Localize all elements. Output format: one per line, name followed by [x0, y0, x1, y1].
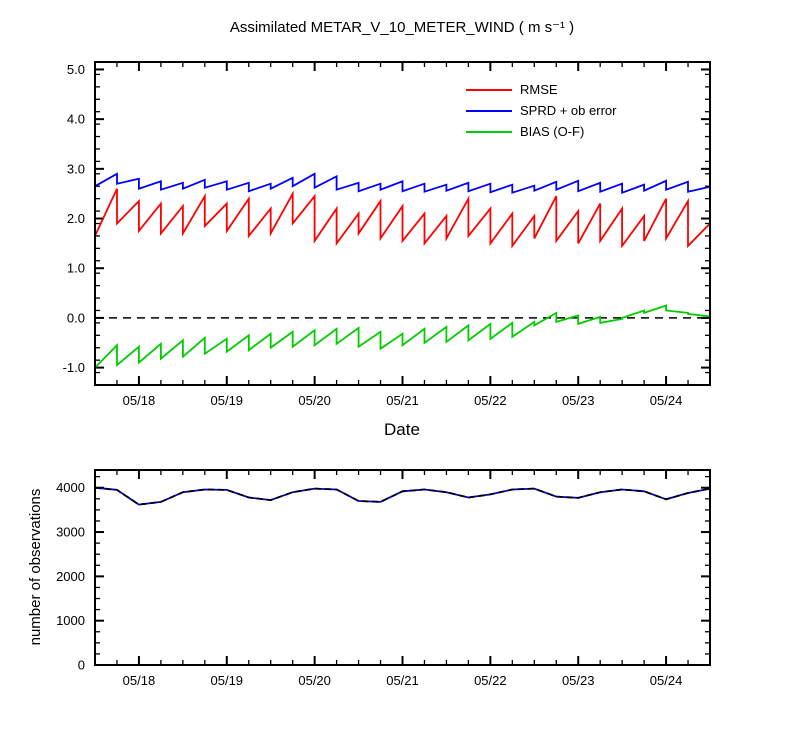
- series-observations-dashed-black: [94, 486, 711, 506]
- series-bias-o-f: [94, 304, 711, 369]
- upper-chart: Assimilated METAR_V_10_METER_WIND ( m s⁻…: [63, 19, 711, 439]
- lower-chart: number of observations 05/18 05/19 05/20 05…: [27, 469, 711, 688]
- x-tick-label: 05/18: [123, 673, 156, 688]
- legend-label-bias: BIAS (O-F): [520, 124, 584, 139]
- y-tick-label: 4000: [56, 480, 85, 495]
- y-tick-label: 1000: [56, 613, 85, 628]
- x-tick-label: 05/20: [298, 673, 331, 688]
- y-tick-label: 5.0: [67, 62, 85, 77]
- y-tick-label: 0: [78, 658, 85, 673]
- x-tick-label: 05/22: [474, 673, 507, 688]
- y-tick-label: 4.0: [67, 112, 85, 127]
- x-tick-label: 05/19: [211, 393, 244, 408]
- y-tick-label: 2000: [56, 569, 85, 584]
- legend-label-rmse: RMSE: [520, 82, 558, 97]
- x-tick-label: 05/21: [386, 673, 419, 688]
- y-tick-label: 2.0: [67, 211, 85, 226]
- legend: RMSE SPRD + ob error BIAS (O-F): [466, 82, 617, 139]
- y-tick-label: -1.0: [63, 360, 85, 375]
- y-tick-label: 1.0: [67, 261, 85, 276]
- plot-frame: [94, 61, 711, 386]
- x-tick-label: 05/18: [123, 393, 156, 408]
- upper-plot-area: 05/18 05/19 05/20 05/21 05/22 05/23 05/24 -1.0 0…: [63, 61, 711, 408]
- plot-frame: [94, 469, 711, 666]
- x-tick-label: 05/24: [650, 393, 683, 408]
- lower-plot-area: 05/18 05/19 05/20 05/21 05/22 05/23 05/24 0 1000…: [56, 469, 711, 688]
- series-sprd-ob-error: [94, 172, 711, 194]
- series-rmse: [94, 188, 711, 249]
- legend-label-sprd: SPRD + ob error: [520, 103, 617, 118]
- x-tick-label: 05/19: [211, 673, 244, 688]
- y-tick-label: 0.0: [67, 310, 85, 325]
- y-axis-title: number of observations: [27, 489, 44, 646]
- y-tick-label: 3000: [56, 525, 85, 540]
- x-tick-label: 05/23: [562, 673, 595, 688]
- x-tick-label: 05/23: [562, 393, 595, 408]
- x-tick-label: 05/20: [298, 393, 331, 408]
- x-tick-label: 05/21: [386, 393, 419, 408]
- x-tick-label: 05/22: [474, 393, 507, 408]
- y-tick-label: 3.0: [67, 161, 85, 176]
- chart-title: Assimilated METAR_V_10_METER_WIND ( m s⁻…: [230, 19, 574, 36]
- x-axis-title: Date: [384, 420, 420, 439]
- x-tick-label: 05/24: [650, 673, 683, 688]
